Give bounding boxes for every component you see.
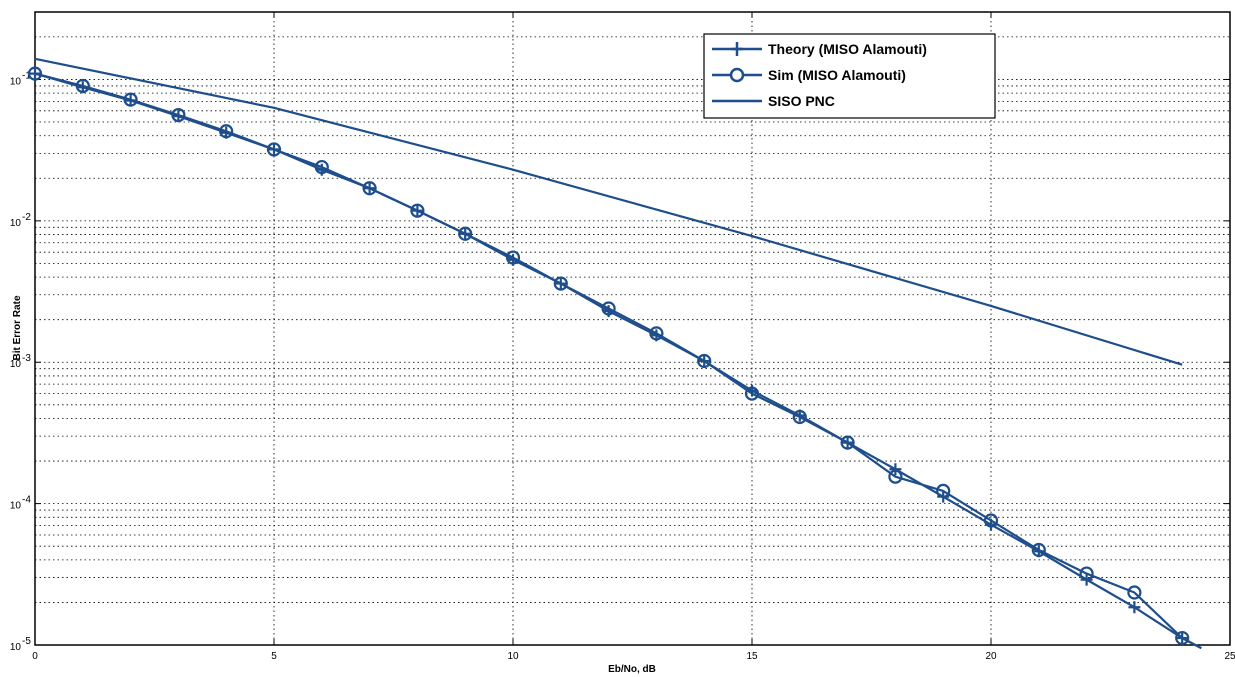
data-point-circle: [362, 181, 377, 196]
data-point-circle: [983, 513, 999, 528]
data-point-circle: [1031, 542, 1046, 558]
y-axis-ticks: 10-110-210-310-410-5: [10, 70, 1230, 653]
legend-entry: SISO PNC: [712, 93, 835, 109]
x-tick-label: 10: [507, 651, 519, 662]
y-tick-label: 10: [10, 359, 22, 370]
data-point-circle: [553, 276, 568, 291]
data-point-circle: [697, 353, 712, 369]
x-tick-label: 0: [32, 651, 38, 662]
y-tick-label: 10: [10, 76, 22, 87]
x-tick-label: 25: [1224, 651, 1235, 662]
x-tick-label: 20: [985, 651, 997, 662]
series-line: [34, 72, 1202, 650]
data-point-circle: [601, 301, 616, 316]
y-tick-exponent: -3: [22, 353, 31, 364]
data-point-circle: [219, 124, 234, 139]
y-axis-label: Bit Error Rate: [12, 295, 23, 360]
data-point-circle: [314, 159, 329, 175]
data-point-circle: [888, 469, 903, 484]
data-point-circle: [123, 92, 138, 107]
data-point-circle: [171, 107, 186, 123]
legend-label: Theory (MISO Alamouti): [768, 41, 927, 57]
series-group: [27, 57, 1202, 650]
y-tick-exponent: -2: [22, 212, 31, 223]
y-tick-label: 10: [10, 218, 22, 229]
data-point-circle: [840, 435, 855, 450]
x-axis-ticks: 0 5 10 15 20 25: [32, 12, 1235, 662]
data-point-circle: [75, 78, 90, 94]
series-line: [34, 57, 1183, 366]
data-point-circle: [1079, 566, 1094, 581]
y-tick-exponent: -1: [22, 70, 31, 81]
data-point-circle: [410, 203, 425, 218]
series-2: [27, 66, 1202, 650]
y-tick-exponent: -4: [22, 495, 31, 506]
data-point-circle: [266, 142, 282, 157]
y-tick-label: 10: [10, 501, 22, 512]
data-point-circle: [744, 386, 760, 401]
data-point-circle: [1175, 630, 1190, 646]
data-point-plus: [889, 463, 902, 476]
series-line: [34, 72, 1202, 650]
legend-label: SISO PNC: [768, 93, 835, 109]
legend: Theory (MISO Alamouti) Sim (MISO Alamouti…: [703, 33, 996, 119]
data-point-circle: [458, 226, 473, 241]
legend-entry: Sim (MISO Alamouti): [712, 67, 906, 83]
legend-marker-circle: [729, 67, 745, 83]
data-point-plus: [1128, 601, 1141, 614]
data-point-circle: [792, 409, 807, 425]
y-tick-exponent: -5: [22, 636, 31, 647]
legend-entry: Theory (MISO Alamouti): [712, 41, 927, 57]
legend-label: Sim (MISO Alamouti): [768, 67, 906, 83]
y-tick-label: 10: [10, 642, 22, 653]
data-point-circle: [1127, 585, 1142, 600]
x-tick-label: 5: [271, 651, 277, 662]
data-point-circle: [27, 66, 43, 81]
x-axis-label: Eb/No, dB: [608, 664, 656, 675]
data-point-circle: [505, 250, 521, 265]
plot-frame: [34, 11, 1231, 646]
series-3: [34, 57, 1183, 366]
legend-marker-plus: [731, 42, 743, 56]
data-point-circle: [936, 483, 951, 499]
x-tick-label: 15: [746, 651, 758, 662]
data-point-circle: [649, 326, 664, 341]
